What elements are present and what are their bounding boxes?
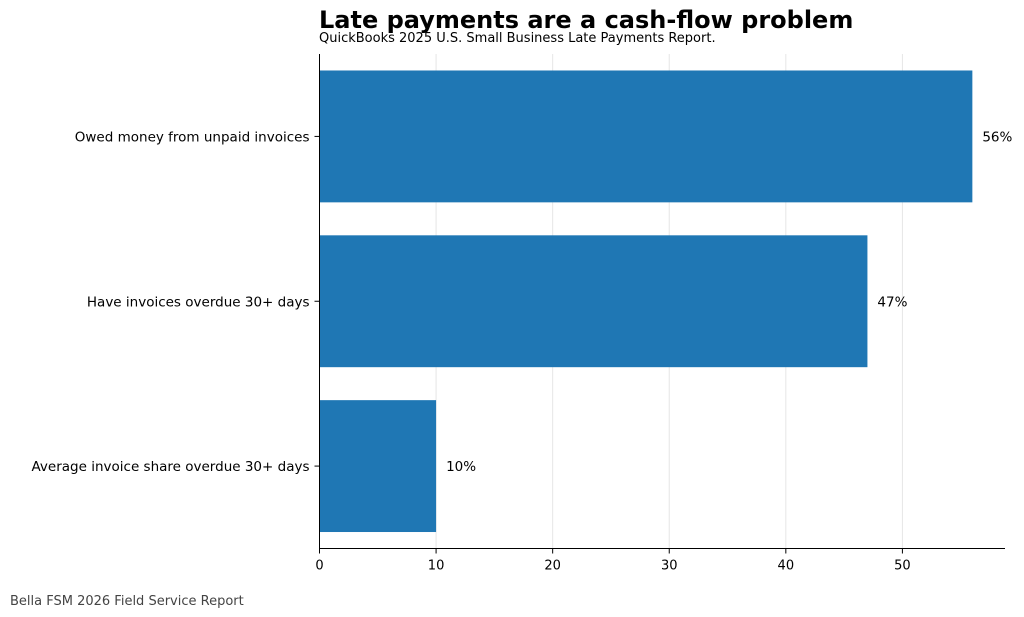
x-tick-label: 40	[778, 559, 795, 574]
bar	[319, 235, 868, 368]
source-footnote: Bella FSM 2026 Field Service Report	[10, 594, 244, 609]
category-label: Have invoices overdue 30+ days	[87, 294, 310, 310]
data-labels: 56% 47% 10%	[446, 129, 1012, 475]
category-labels: Owed money from unpaid invoices Have invo…	[31, 129, 309, 475]
x-tick-label: 20	[544, 559, 561, 574]
x-tick-label: 10	[428, 559, 445, 574]
x-axis-ticks: 0 10 20 30 40 50	[314, 135, 911, 574]
bar	[319, 400, 437, 533]
bar	[319, 70, 973, 203]
category-label: Average invoice share overdue 30+ days	[31, 459, 309, 475]
data-label: 47%	[877, 294, 907, 310]
category-label: Owed money from unpaid invoices	[75, 129, 310, 145]
chart-subtitle: QuickBooks 2025 U.S. Small Business Late…	[319, 31, 716, 46]
bars	[319, 70, 973, 533]
x-tick-label: 30	[661, 559, 678, 574]
x-tick-label: 50	[894, 559, 911, 574]
chart-title: Late payments are a cash-flow problem	[319, 6, 853, 34]
data-label: 10%	[446, 459, 476, 475]
x-tick-label: 0	[315, 559, 323, 574]
data-label: 56%	[982, 129, 1012, 145]
